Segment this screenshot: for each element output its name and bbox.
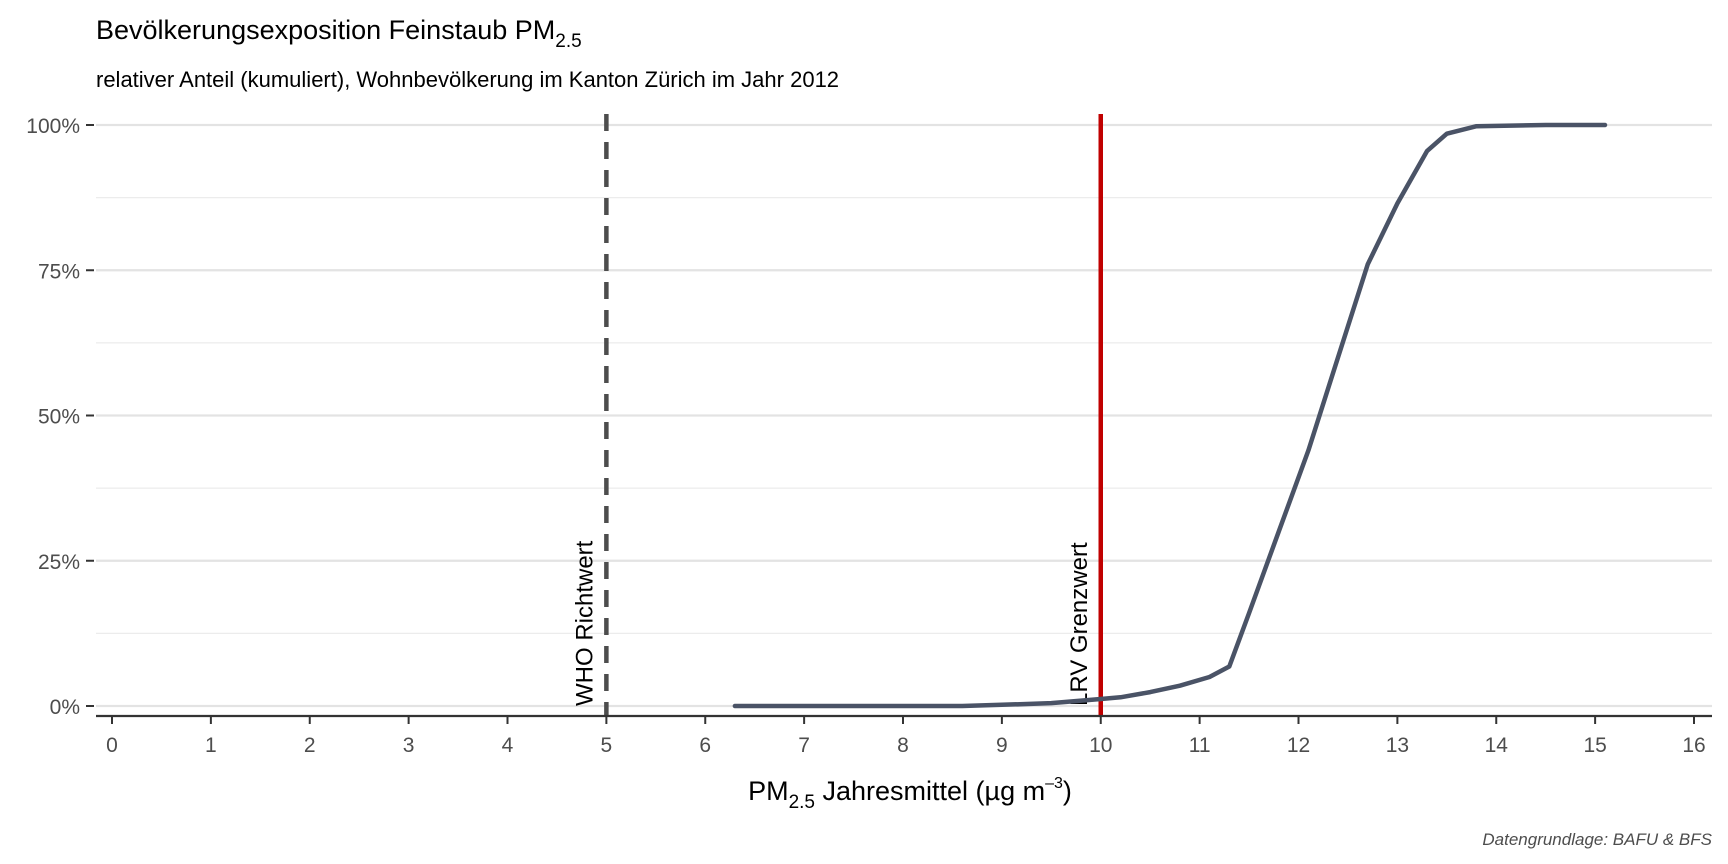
x-axis-tick-label: 16 — [1682, 734, 1705, 757]
x-axis-title-suffix: ) — [1063, 776, 1072, 806]
y-axis-tick-label: 0% — [50, 696, 80, 719]
x-axis-tick-label: 12 — [1287, 734, 1310, 757]
x-axis-tick-label: 9 — [996, 734, 1008, 757]
x-axis-title: PM2.5 Jahresmittel (µg m–3) — [748, 775, 1072, 813]
y-axis-tick-label: 100% — [26, 115, 80, 138]
x-axis-tick-label: 15 — [1583, 734, 1606, 757]
x-axis-title-prefix: PM — [748, 776, 789, 806]
x-axis-tick-label: 1 — [205, 734, 217, 757]
series-line — [732, 122, 1608, 709]
x-axis-tick-label: 5 — [601, 734, 613, 757]
reference-line-label: LRV Grenzwert — [1066, 542, 1093, 706]
chart-subtitle: relativer Anteil (kumuliert), Wohnbevölk… — [96, 67, 839, 92]
x-axis-tick-label: 8 — [897, 734, 909, 757]
x-axis-tick-label: 0 — [106, 734, 118, 757]
x-axis-tick-label: 13 — [1386, 734, 1409, 757]
x-axis-title-subscript: 2.5 — [789, 792, 815, 813]
x-axis-tick-label: 7 — [798, 734, 810, 757]
x-axis-tick-label: 14 — [1485, 734, 1509, 757]
x-axis-tick-label: 4 — [502, 734, 514, 757]
axes: 0 1 2 3 4 5 6 7 8 9 10 11 12 13 14 15 160%25%50%75%100% — [26, 115, 1712, 757]
x-axis-tick-label: 11 — [1189, 734, 1211, 757]
chart-caption: Datengrundlage: BAFU & BFS — [1482, 830, 1712, 849]
x-axis-tick-label: 10 — [1089, 734, 1112, 757]
reference-line-label: WHO Richtwert — [571, 540, 598, 706]
y-axis-tick-label: 25% — [38, 551, 80, 574]
chart-title-main: Bevölkerungsexposition Feinstaub PM — [96, 15, 555, 45]
grid-lines — [96, 123, 1712, 708]
chart-title-subscript: 2.5 — [555, 31, 581, 52]
y-axis-tick-label: 50% — [38, 406, 80, 429]
y-axis-tick-label: 75% — [38, 260, 80, 283]
chart-title: Bevölkerungsexposition Feinstaub PM2.5 — [96, 15, 582, 52]
x-axis-tick-label: 6 — [699, 734, 711, 757]
x-axis-tick-label: 3 — [403, 734, 415, 757]
x-axis-title-superscript: –3 — [1045, 775, 1063, 792]
x-axis-title-middle: Jahresmittel (µg m — [815, 776, 1045, 806]
x-axis-tick-label: 2 — [304, 734, 316, 757]
reference-lines: WHO Richtwert LRV Grenzwert — [571, 114, 1103, 716]
data-series — [732, 122, 1608, 709]
